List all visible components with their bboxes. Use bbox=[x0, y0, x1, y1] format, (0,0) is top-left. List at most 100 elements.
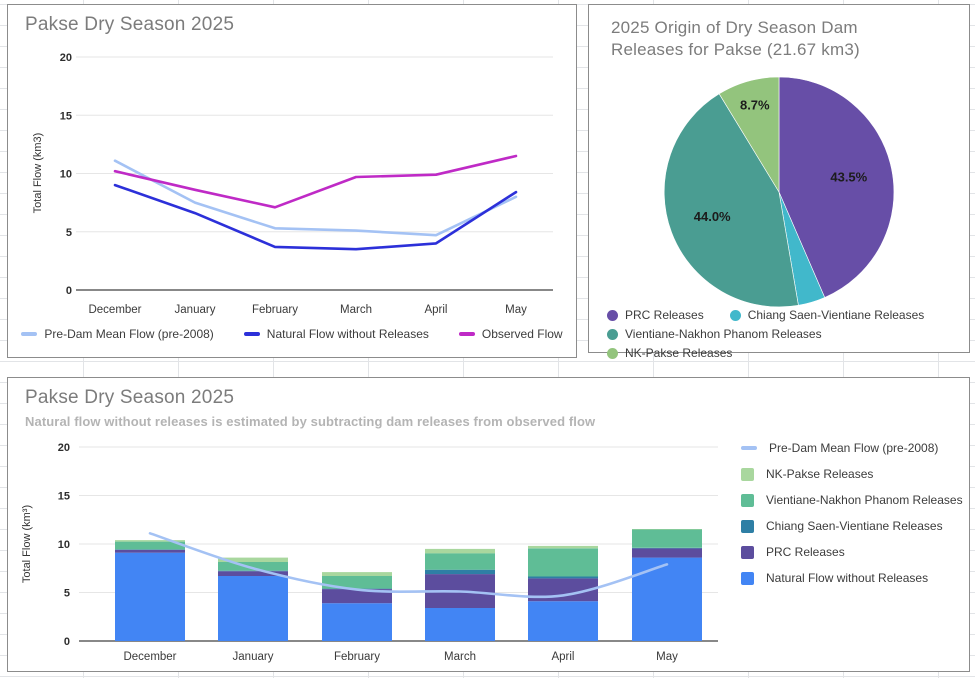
legend-swatch bbox=[607, 347, 618, 359]
pie-slice-vientiane-nakhon-phanom-releases[interactable] bbox=[663, 93, 799, 308]
legend-swatch bbox=[741, 467, 754, 481]
legend-swatch bbox=[741, 446, 757, 450]
y-axis-tick-label: 20 bbox=[60, 52, 72, 64]
bar-segment-natural-flow-without-releases-december[interactable] bbox=[115, 552, 185, 641]
y-axis-tick-label: 5 bbox=[64, 588, 70, 600]
legend-item-chiang-saen-vientiane-releases: Chiang Saen-Vientiane Releases bbox=[729, 308, 925, 322]
legend-swatch bbox=[741, 519, 754, 533]
bar-chart-subtitle: Natural flow without releases is estimat… bbox=[25, 414, 596, 429]
series-line-natural-flow-without-releases[interactable] bbox=[113, 183, 518, 251]
bar-segment-chiang-saen-vientiane-releases-may[interactable] bbox=[632, 547, 702, 549]
legend-label: Chiang Saen-Vientiane Releases bbox=[747, 308, 925, 322]
x-axis-tick-label: March bbox=[444, 651, 476, 663]
legend-label: PRC Releases bbox=[766, 545, 845, 559]
bar-segment-nk-pakse-releases-march[interactable] bbox=[425, 548, 495, 554]
bar-segment-natural-flow-without-releases-january[interactable] bbox=[218, 576, 288, 641]
line-chart-plot: 0 5 10 15 20 Total Flow (km3) December January F… bbox=[32, 52, 553, 316]
series-line-pre-dam-mean-flow-pre-2008[interactable] bbox=[113, 159, 518, 237]
y-axis-title: Total Flow (km³) bbox=[21, 505, 33, 583]
bar-segment-vientiane-nakhon-phanom-releases-february[interactable] bbox=[322, 576, 392, 589]
bar-segment-nk-pakse-releases-february[interactable] bbox=[322, 572, 392, 576]
bar-chart-plot: 0 5 10 15 20 Total Flow (km³) December January F… bbox=[21, 442, 718, 663]
line-chart-title: Pakse Dry Season 2025 bbox=[25, 14, 235, 35]
pie-slice-prc-releases[interactable] bbox=[778, 76, 895, 298]
legend-swatch bbox=[21, 332, 38, 336]
legend-swatch bbox=[741, 571, 754, 585]
bar-segment-natural-flow-without-releases-february[interactable] bbox=[322, 603, 392, 641]
legend-swatch bbox=[607, 328, 618, 340]
y-axis-tick-label: 15 bbox=[60, 110, 72, 122]
bar-segment-prc-releases-january[interactable] bbox=[218, 571, 288, 576]
y-axis-tick-label: 0 bbox=[64, 636, 70, 648]
bar-segment-chiang-saen-vientiane-releases-march[interactable] bbox=[425, 569, 495, 575]
bar-chart-panel[interactable]: Pakse Dry Season 2025 Natural flow witho… bbox=[7, 377, 970, 672]
x-axis-tick-label: February bbox=[334, 651, 380, 663]
legend-swatch bbox=[741, 493, 754, 507]
legend-item-prc-releases: PRC Releases bbox=[741, 539, 963, 565]
x-axis-tick-label: December bbox=[123, 651, 176, 663]
bar-segment-chiang-saen-vientiane-releases-april[interactable] bbox=[528, 576, 598, 579]
y-axis-tick-label: 5 bbox=[66, 227, 72, 239]
legend-item-natural-flow-without-releases: Natural Flow without Releases bbox=[741, 565, 963, 591]
legend-label: Pre-Dam Mean Flow (pre-2008) bbox=[44, 327, 214, 341]
pie-chart-plot: 43.5% 44.0% 8.7% bbox=[663, 76, 895, 308]
bar-segment-nk-pakse-releases-january[interactable] bbox=[218, 557, 288, 562]
legend-swatch bbox=[729, 309, 741, 321]
legend-label: Natural Flow without Releases bbox=[766, 571, 929, 585]
pie-percent-label: 8.7% bbox=[740, 98, 770, 113]
line-chart-legend: Pre-Dam Mean Flow (pre-2008) Natural Flow… bbox=[8, 327, 576, 341]
legend-item-observed-flow: Observed Flow bbox=[458, 327, 563, 341]
legend-item-nk-pakse-releases: NK-Pakse Releases bbox=[607, 346, 732, 360]
bar-chart-title: Pakse Dry Season 2025 bbox=[25, 387, 235, 408]
legend-item-nk-pakse-releases: NK-Pakse Releases bbox=[741, 461, 963, 487]
bar-segment-natural-flow-without-releases-april[interactable] bbox=[528, 601, 598, 641]
pie-chart-title-line1: 2025 Origin of Dry Season Dam bbox=[611, 18, 858, 37]
series-line-observed-flow[interactable] bbox=[113, 154, 518, 209]
x-axis-tick-label: April bbox=[424, 304, 447, 316]
legend-item-pre-dam-mean-flow-pre-2008: Pre-Dam Mean Flow (pre-2008) bbox=[21, 327, 214, 341]
bar-segment-vientiane-nakhon-phanom-releases-january[interactable] bbox=[218, 561, 288, 571]
x-axis-tick-label: May bbox=[505, 304, 527, 316]
bar-segment-vientiane-nakhon-phanom-releases-march[interactable] bbox=[425, 553, 495, 570]
legend-label: Vientiane-Nakhon Phanom Releases bbox=[766, 493, 963, 507]
y-axis-title: Total Flow (km3) bbox=[32, 133, 44, 214]
legend-swatch bbox=[243, 332, 260, 336]
legend-label: Chiang Saen-Vientiane Releases bbox=[766, 519, 943, 533]
pie-chart-panel[interactable]: 2025 Origin of Dry Season Dam Releases f… bbox=[588, 4, 970, 360]
bar-segment-chiang-saen-vientiane-releases-december[interactable] bbox=[115, 549, 185, 550]
y-axis-tick-label: 20 bbox=[58, 442, 70, 454]
y-axis-tick-label: 10 bbox=[60, 169, 72, 181]
legend-swatch bbox=[607, 309, 618, 321]
legend-item-vientiane-nakhon-phanom-releases: Vientiane-Nakhon Phanom Releases bbox=[741, 487, 963, 513]
legend-label: Observed Flow bbox=[481, 327, 563, 341]
x-axis-tick-label: February bbox=[252, 304, 298, 316]
bar-segment-nk-pakse-releases-april[interactable] bbox=[528, 545, 598, 549]
pie-chart-title: 2025 Origin of Dry Season Dam Releases f… bbox=[611, 17, 860, 61]
bar-segment-prc-releases-february[interactable] bbox=[322, 589, 392, 604]
bar-segment-nk-pakse-releases-may[interactable] bbox=[632, 529, 702, 530]
bar-segment-natural-flow-without-releases-may[interactable] bbox=[632, 557, 702, 641]
legend-label: Vientiane-Nakhon Phanom Releases bbox=[625, 327, 822, 341]
bar-segment-nk-pakse-releases-december[interactable] bbox=[115, 540, 185, 542]
x-axis-tick-label: January bbox=[233, 651, 274, 663]
bar-segment-vientiane-nakhon-phanom-releases-april[interactable] bbox=[528, 548, 598, 577]
y-axis-tick-label: 15 bbox=[58, 491, 70, 503]
legend-item-natural-flow-without-releases: Natural Flow without Releases bbox=[243, 327, 429, 341]
legend-item-prc-releases: PRC Releases bbox=[607, 308, 704, 322]
x-axis-tick-label: April bbox=[551, 651, 574, 663]
bar-segment-chiang-saen-vientiane-releases-january[interactable] bbox=[218, 570, 288, 572]
legend-swatch bbox=[741, 545, 754, 559]
pie-chart-legend: PRC Releases Chiang Saen-Vientiane Releas… bbox=[607, 308, 959, 360]
bar-segment-vientiane-nakhon-phanom-releases-december[interactable] bbox=[115, 541, 185, 550]
line-chart-panel[interactable]: Pakse Dry Season 2025 0 5 10 15 20 Total Flow… bbox=[7, 4, 577, 358]
bar-segment-vientiane-nakhon-phanom-releases-may[interactable] bbox=[632, 529, 702, 548]
pie-percent-label: 44.0% bbox=[694, 209, 731, 224]
bar-segment-natural-flow-without-releases-march[interactable] bbox=[425, 608, 495, 641]
series-line-pre-dam-mean-flow-pre-2008[interactable] bbox=[148, 532, 669, 599]
y-axis-tick-label: 0 bbox=[66, 285, 72, 297]
pie-slice-nk-pakse-releases[interactable] bbox=[718, 76, 780, 194]
legend-label: NK-Pakse Releases bbox=[625, 346, 733, 360]
bar-segment-prc-releases-may[interactable] bbox=[632, 548, 702, 558]
bar-segment-prc-releases-december[interactable] bbox=[115, 549, 185, 553]
legend-item-chiang-saen-vientiane-releases: Chiang Saen-Vientiane Releases bbox=[741, 513, 963, 539]
